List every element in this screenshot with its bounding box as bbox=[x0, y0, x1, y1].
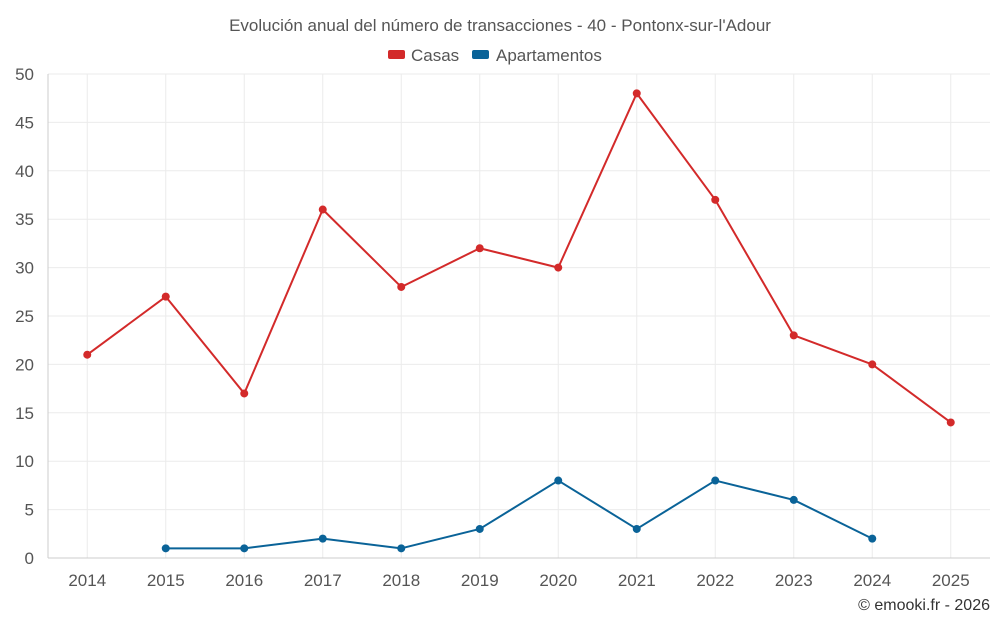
data-point-apartamentos[interactable] bbox=[475, 524, 484, 533]
data-point-apartamentos[interactable] bbox=[397, 544, 406, 553]
x-tick-label: 2023 bbox=[775, 571, 813, 590]
x-tick-label: 2017 bbox=[304, 571, 342, 590]
legend-label-casas: Casas bbox=[411, 46, 459, 65]
grid bbox=[48, 73, 990, 559]
legend-item-apartamentos[interactable]: Apartamentos bbox=[472, 46, 602, 65]
x-tick-label: 2022 bbox=[696, 571, 734, 590]
legend-label-apartamentos: Apartamentos bbox=[496, 46, 602, 65]
data-point-apartamentos[interactable] bbox=[789, 495, 798, 504]
legend: Casas Apartamentos bbox=[388, 46, 602, 65]
data-point-apartamentos[interactable] bbox=[318, 534, 327, 543]
data-point-casas[interactable] bbox=[318, 205, 327, 214]
x-tick-label: 2016 bbox=[225, 571, 263, 590]
data-point-apartamentos[interactable] bbox=[868, 534, 877, 543]
y-tick-label: 45 bbox=[15, 113, 34, 132]
y-tick-label: 5 bbox=[25, 501, 34, 520]
y-tick-label: 25 bbox=[15, 307, 34, 326]
legend-item-casas[interactable]: Casas bbox=[388, 46, 459, 65]
x-tick-label: 2015 bbox=[147, 571, 185, 590]
series-line-casas bbox=[86, 92, 952, 424]
data-point-casas[interactable] bbox=[632, 89, 641, 98]
data-point-casas[interactable] bbox=[868, 360, 877, 369]
data-point-apartamentos[interactable] bbox=[554, 476, 563, 485]
y-tick-label: 10 bbox=[15, 452, 34, 471]
data-point-casas[interactable] bbox=[711, 195, 720, 204]
data-point-casas[interactable] bbox=[946, 418, 955, 427]
data-point-casas[interactable] bbox=[475, 244, 484, 253]
series-casas bbox=[83, 89, 955, 427]
y-tick-label: 40 bbox=[15, 162, 34, 181]
data-point-casas[interactable] bbox=[240, 389, 249, 398]
y-tick-label: 15 bbox=[15, 404, 34, 423]
data-point-casas[interactable] bbox=[789, 331, 798, 340]
series bbox=[83, 89, 955, 553]
credit-text: © emooki.fr - 2026 bbox=[858, 597, 990, 614]
x-tick-label: 2020 bbox=[539, 571, 577, 590]
data-point-casas[interactable] bbox=[554, 263, 563, 272]
chart-title: Evolución anual del número de transaccio… bbox=[229, 16, 771, 35]
y-tick-label: 50 bbox=[15, 65, 34, 84]
series-line-apartamentos bbox=[165, 479, 873, 550]
data-point-casas[interactable] bbox=[397, 282, 406, 291]
x-tick-label: 2019 bbox=[461, 571, 499, 590]
legend-swatch-apartamentos bbox=[472, 50, 489, 59]
x-tick-label: 2024 bbox=[853, 571, 891, 590]
x-tick-label: 2018 bbox=[382, 571, 420, 590]
y-tick-label: 20 bbox=[15, 355, 34, 374]
x-tick-label: 2021 bbox=[618, 571, 656, 590]
data-point-apartamentos[interactable] bbox=[632, 524, 641, 533]
data-point-casas[interactable] bbox=[161, 292, 170, 301]
y-tick-label: 30 bbox=[15, 259, 34, 278]
x-tick-label: 2025 bbox=[932, 571, 970, 590]
legend-swatch-casas bbox=[388, 50, 405, 59]
data-point-apartamentos[interactable] bbox=[161, 544, 170, 553]
y-tick-label: 35 bbox=[15, 210, 34, 229]
x-tick-label: 2014 bbox=[68, 571, 106, 590]
y-tick-label: 0 bbox=[25, 549, 34, 568]
data-point-apartamentos[interactable] bbox=[240, 544, 249, 553]
data-point-casas[interactable] bbox=[83, 350, 92, 359]
data-point-apartamentos[interactable] bbox=[711, 476, 720, 485]
series-apartamentos bbox=[161, 476, 877, 553]
